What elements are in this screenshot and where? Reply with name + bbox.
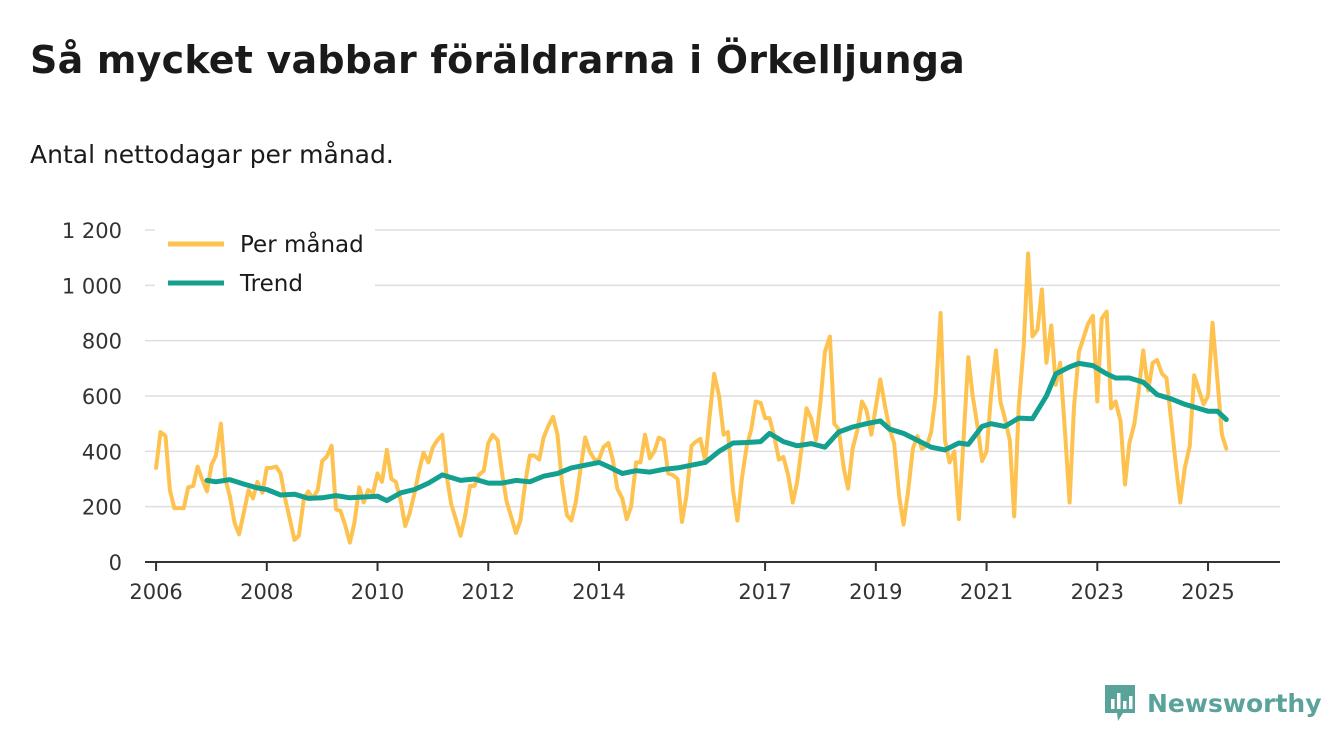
- y-tick-label: 0: [109, 551, 122, 575]
- x-tick-label: 2019: [849, 580, 902, 604]
- brand-name: Newsworthy: [1147, 688, 1322, 718]
- x-tick-label: 2017: [738, 580, 791, 604]
- legend-label-per-manad: Per månad: [240, 230, 364, 258]
- y-tick-label: 200: [82, 496, 122, 520]
- chart-title: Så mycket vabbar föräldrarna i Örkelljun…: [30, 38, 966, 82]
- chart-subtitle: Antal nettodagar per månad.: [30, 140, 394, 169]
- x-tick-label: 2023: [1071, 580, 1124, 604]
- y-tick-label: 1 000: [62, 274, 122, 298]
- series-line-trend: [204, 360, 1229, 504]
- x-axis: 2006 2008 2010 2012 2014 2017 2019 2021 2023 2025: [129, 561, 1280, 604]
- newsworthy-brand: Newsworthy: [1103, 683, 1322, 723]
- x-tick-label: 2021: [960, 580, 1013, 604]
- newsworthy-logo-icon: [1105, 685, 1135, 721]
- y-tick-label: 1 200: [62, 219, 122, 243]
- legend: Per månad Trend: [155, 226, 375, 297]
- y-tick-label: 600: [82, 385, 122, 409]
- x-tick-label: 2010: [351, 580, 404, 604]
- x-tick-label: 2025: [1181, 580, 1234, 604]
- line-chart: 0 200 400 600 800 1 000 1 200 2006 2008 2010 2012…: [62, 219, 1280, 604]
- y-tick-label: 800: [82, 330, 122, 354]
- series-line-per-manad: [154, 251, 1229, 545]
- x-tick-label: 2008: [240, 580, 293, 604]
- legend-label-trend: Trend: [239, 271, 303, 297]
- x-tick-label: 2012: [462, 580, 515, 604]
- y-axis: 0 200 400 600 800 1 000 1 200: [62, 219, 122, 575]
- x-tick-label: 2006: [129, 580, 182, 604]
- series-group: [154, 251, 1229, 545]
- y-tick-label: 400: [82, 440, 122, 464]
- x-tick-label: 2014: [572, 580, 625, 604]
